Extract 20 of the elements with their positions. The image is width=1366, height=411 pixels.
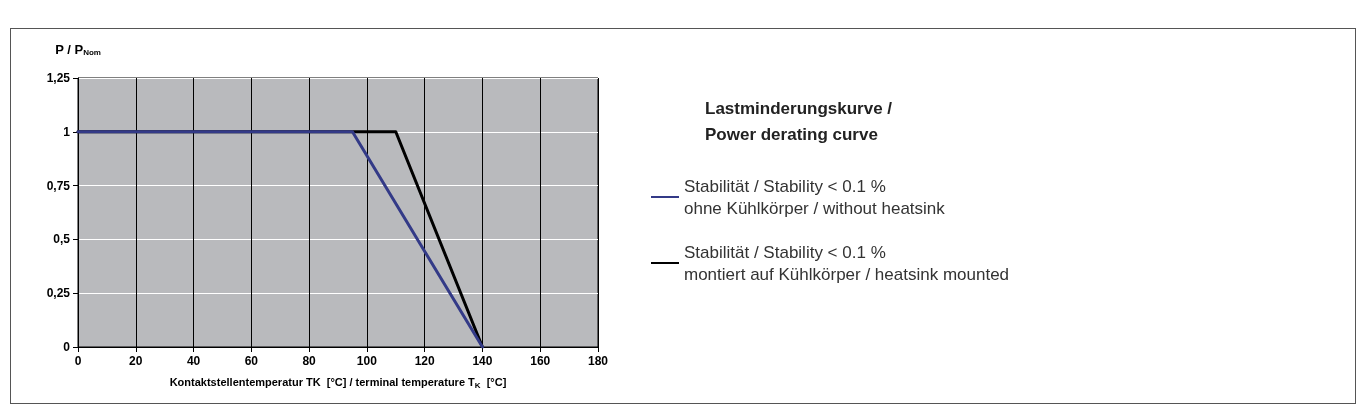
x-tick-label: 180 [587,354,609,368]
x-tick-label: 40 [186,354,201,368]
y-tick-label: 0 [63,340,71,354]
x-tick-label: 60 [244,354,259,368]
legend-label: Stabilität / Stability < 0.1 % montiert auf Kühlkörper / heatsink mounted [684,242,1010,284]
legend-title: Lastminderungskurve / Power derating curve [705,98,893,144]
x-tick-label: 80 [302,354,317,368]
x-tick-label: 20 [129,354,143,368]
x-tick-label: 160 [530,354,551,368]
y-tick-label: 0,25 [46,286,71,301]
y-tick-label: 1 [63,124,71,139]
y-tick-label: 0,75 [46,178,71,193]
x-tick-label: 120 [414,354,435,368]
legend-label: Stabilität / Stability < 0.1 % ohne Kühlkörper / without heatsink [684,176,946,218]
y-tick-label: 1,25 [46,71,71,85]
y-tick-label: 0,5 [53,232,71,247]
x-tick-label: 100 [356,354,378,368]
x-tick-label: 140 [472,354,493,368]
y-axis-title: P / PNom [55,41,101,57]
x-tick-label: 0 [74,354,82,368]
